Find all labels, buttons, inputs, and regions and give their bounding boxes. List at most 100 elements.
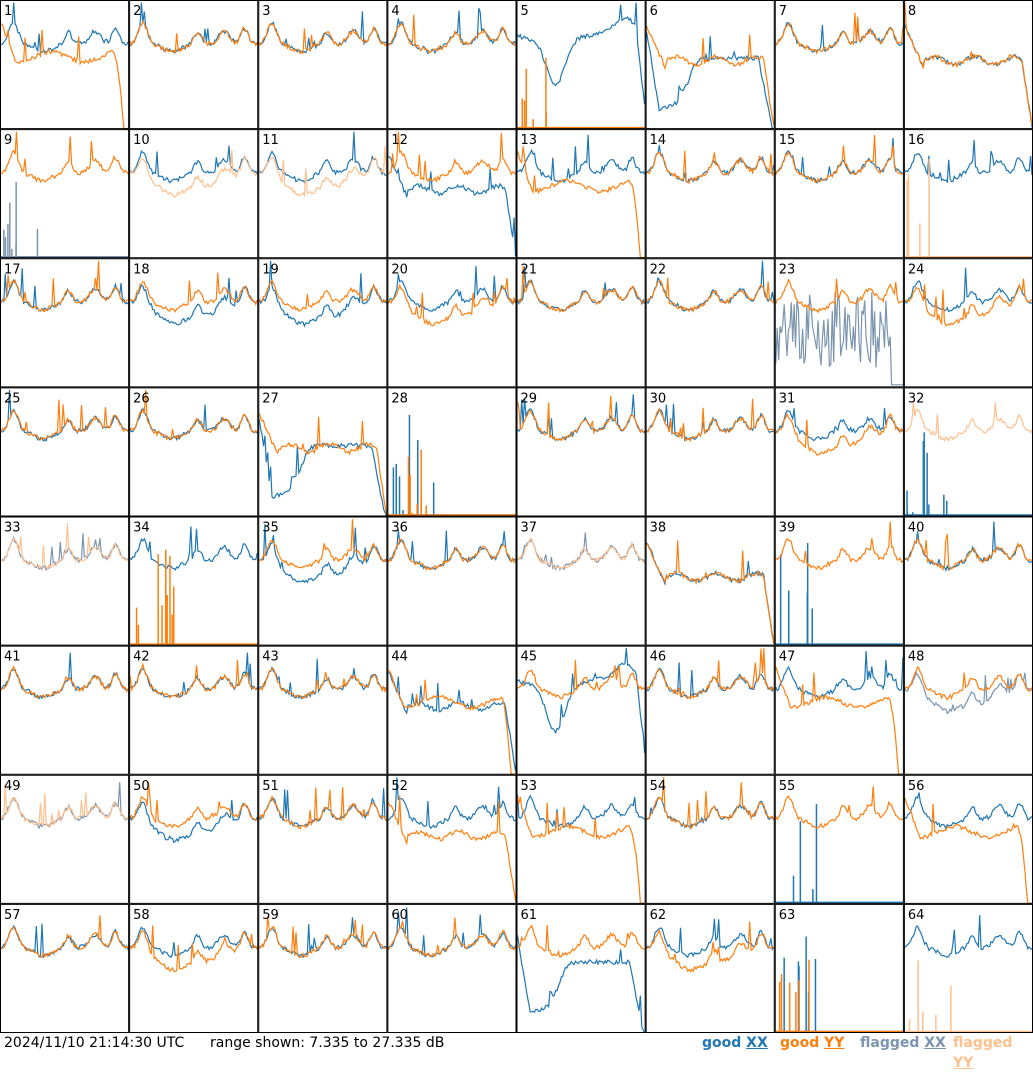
panel-frame — [387, 258, 517, 388]
series-xx-59 — [258, 917, 387, 959]
series-xx-19 — [258, 260, 387, 328]
panel-29: 29 — [516, 387, 646, 517]
panel-label: 44 — [391, 650, 408, 665]
series-xx-44 — [388, 671, 517, 771]
legend-prefix: good — [780, 1035, 825, 1051]
panel-frame — [258, 258, 388, 388]
series-yy-12 — [387, 131, 516, 184]
panel-30: 30 — [645, 387, 775, 517]
panel-label: 46 — [650, 650, 667, 665]
series-yy-55 — [775, 786, 904, 829]
series-xx-37 — [517, 532, 646, 572]
panel-label: 7 — [779, 4, 787, 19]
legend-flagged-xx: flagged XX — [860, 1033, 946, 1053]
series-yy-10 — [129, 150, 258, 198]
panel-frame — [0, 903, 130, 1033]
panel-5: 5 — [516, 0, 646, 130]
panel-label: 31 — [779, 391, 796, 406]
panel-label: 5 — [521, 4, 529, 19]
panel-42: 42 — [129, 645, 259, 775]
legend-key: YY — [824, 1035, 845, 1051]
panel-50: 50 — [129, 774, 259, 904]
panel-frame — [774, 0, 904, 130]
series-yy-22 — [646, 277, 775, 313]
panel-frame — [516, 387, 646, 517]
panel-label: 24 — [908, 262, 925, 277]
series-xx-6 — [646, 32, 774, 130]
panel-frame — [516, 258, 646, 388]
panel-label: 36 — [391, 521, 408, 536]
series-xx-50 — [129, 799, 258, 844]
panel-frame — [129, 0, 259, 130]
panel-label: 6 — [650, 4, 658, 19]
legend-key: YY — [953, 1055, 974, 1071]
series-yy-6 — [646, 25, 775, 125]
series-yy-26 — [129, 389, 258, 441]
series-yy-21 — [517, 265, 646, 314]
panel-frame — [645, 903, 775, 1033]
panel-47: 47 — [774, 645, 904, 775]
panel-label: 4 — [391, 4, 399, 19]
panel-label: 39 — [779, 521, 796, 536]
panel-13: 13 — [516, 129, 646, 259]
series-yy-25 — [0, 399, 129, 441]
panel-37: 37 — [516, 516, 646, 646]
series-xx-53 — [516, 794, 645, 829]
panel-6: 6 — [645, 0, 775, 130]
panel-label: 42 — [133, 650, 150, 665]
series-xx-36 — [387, 529, 516, 571]
panel-label: 40 — [908, 521, 925, 536]
panel-label: 17 — [4, 262, 21, 277]
series-yy-42 — [129, 659, 258, 699]
series-yy-52 — [387, 795, 517, 901]
panel-14: 14 — [645, 129, 775, 259]
panel-label: 8 — [908, 4, 916, 19]
series-xx-20 — [387, 265, 516, 312]
series-yy-50 — [129, 781, 258, 829]
panel-frame — [774, 129, 904, 259]
panel-frame — [129, 774, 259, 904]
panel-11: 11 — [258, 129, 388, 259]
series-xx-30 — [646, 403, 774, 443]
panel-39: 39 — [774, 516, 904, 646]
panel-label: 22 — [650, 262, 667, 277]
series-yy-31 — [775, 412, 904, 456]
panel-frame — [129, 903, 259, 1033]
panel-label: 30 — [650, 391, 667, 406]
series-yy-13 — [516, 146, 645, 259]
series-xx-10 — [129, 145, 258, 184]
panel-label: 60 — [391, 908, 408, 923]
panel-frame — [0, 258, 130, 388]
panel-frame — [387, 387, 517, 517]
panel-frame — [774, 387, 904, 517]
series-xx-48 — [904, 670, 1033, 715]
panel-label: 27 — [262, 391, 279, 406]
panel-1: 1 — [0, 0, 130, 130]
panel-frame — [645, 0, 775, 130]
panel-8: 8 — [903, 0, 1033, 130]
panel-frame — [129, 645, 259, 775]
series-yy-36 — [387, 538, 516, 571]
series-yy-19 — [258, 279, 387, 312]
panel-2: 2 — [129, 0, 259, 130]
panel-label: 12 — [391, 133, 408, 148]
panel-28: 28 — [387, 387, 517, 517]
panel-frame — [258, 903, 388, 1033]
panel-label: 54 — [650, 779, 667, 794]
series-yy-39 — [775, 521, 904, 571]
panel-frame — [387, 645, 517, 775]
panel-56: 56 — [903, 774, 1033, 904]
series-yy-4 — [388, 14, 516, 54]
panel-3: 3 — [258, 0, 388, 130]
panel-31: 31 — [774, 387, 904, 517]
panel-label: 47 — [779, 650, 796, 665]
panel-59: 59 — [258, 903, 388, 1033]
legend-prefix: good — [702, 1035, 747, 1051]
panel-label: 57 — [4, 908, 21, 923]
series-xx-18 — [129, 277, 258, 326]
panel-label: 56 — [908, 779, 925, 794]
series-yy-40 — [904, 533, 1033, 572]
panel-frame — [774, 645, 904, 775]
series-xx-22 — [646, 260, 775, 312]
panel-frame — [129, 516, 259, 646]
